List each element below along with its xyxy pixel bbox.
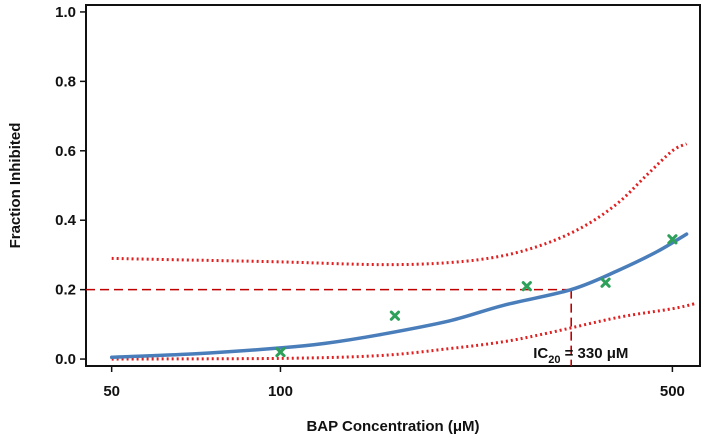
y-tick-label: 0.0 [55, 351, 76, 368]
data-points [275, 234, 678, 358]
x-tick-label: 50 [103, 383, 120, 400]
y-axis-ticks: 0.0 0.2 0.4 0.6 0.8 1.0 [55, 4, 86, 368]
data-point [600, 277, 611, 288]
plot-frame [85, 4, 701, 367]
ic20-label-main: IC [533, 345, 548, 362]
fit-curve [109, 232, 689, 360]
y-tick-label: 1.0 [55, 4, 76, 21]
y-tick-label: 0.2 [55, 282, 76, 299]
data-point [667, 234, 678, 245]
x-tick-label: 500 [660, 383, 685, 400]
x-axis-title: BAP Concentration (μM) [306, 418, 479, 435]
y-tick-label: 0.8 [55, 73, 76, 90]
lower-confidence-band [111, 302, 696, 361]
x-tick-label: 100 [268, 383, 293, 400]
data-point [275, 347, 286, 358]
data-point [521, 281, 532, 292]
y-tick-label: 0.4 [55, 212, 77, 229]
data-point [389, 310, 401, 321]
ic20-label: IC20 = 330 μM [533, 345, 628, 366]
upper-confidence-band [111, 142, 688, 267]
ic20-label-sub: 20 [548, 354, 560, 366]
y-tick-label: 0.6 [55, 143, 76, 160]
ic20-label-value: = 330 μM [560, 345, 628, 362]
y-axis-title: Fraction Inhibited [7, 123, 24, 249]
x-axis-ticks: 50 100 500 [103, 366, 685, 400]
